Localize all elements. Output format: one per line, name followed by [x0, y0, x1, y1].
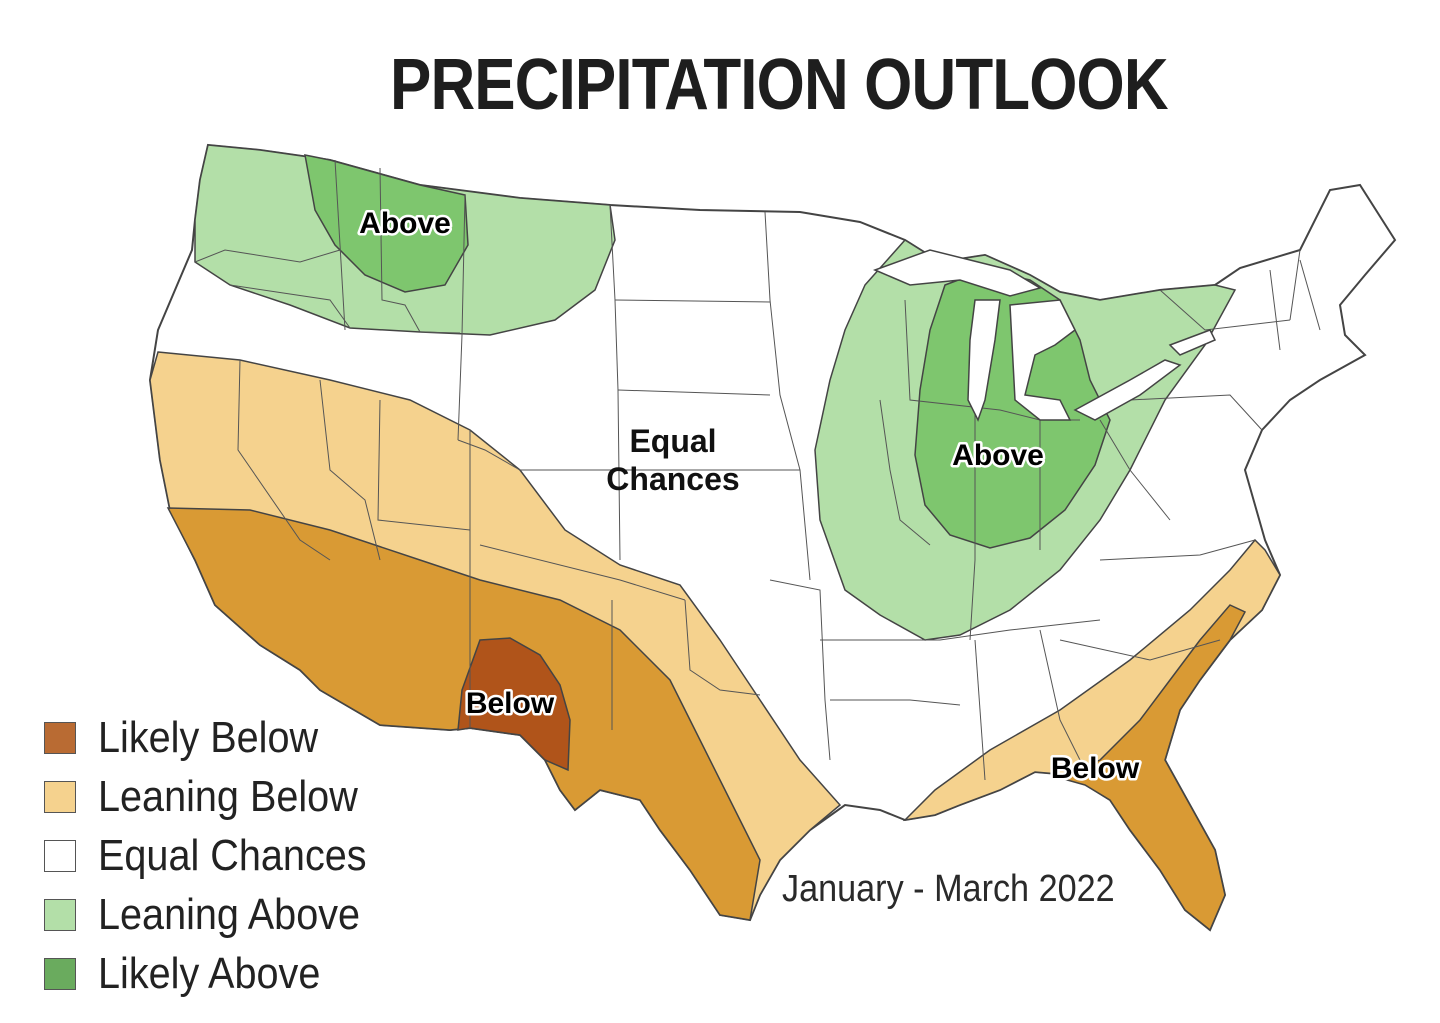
legend-swatch [44, 957, 76, 990]
se-leaning-below [902, 538, 1281, 822]
central-region-label-line2: Chances [606, 461, 739, 497]
legend-label: Equal Chances [98, 830, 367, 880]
legend-item-leaning-below: Leaning Below [44, 767, 424, 826]
legend-swatch [44, 898, 76, 931]
legend-item-likely-below: Likely Below [44, 708, 424, 767]
legend-item-equal-chances: Equal Chances [44, 826, 424, 885]
legend-item-likely-above: Likely Above [44, 944, 424, 1003]
legend-swatch [44, 839, 76, 872]
outlook-period: January - March 2022 [782, 868, 1115, 910]
great-lakes [872, 249, 1217, 422]
legend-item-leaning-above: Leaning Above [44, 885, 424, 944]
map-title: PRECIPITATION OUTLOOK [390, 45, 1169, 125]
nw-region-label: Above [359, 207, 451, 240]
legend-swatch [44, 780, 76, 813]
legend-label: Leaning Below [98, 771, 358, 821]
southwest-region-label: Below [466, 687, 555, 720]
great-lakes-region-label: Above [952, 439, 1044, 472]
se-below-dark [1057, 604, 1247, 932]
legend-label: Likely Above [98, 948, 321, 998]
sw-likely-below [457, 637, 571, 772]
legend-label: Likely Below [98, 712, 319, 762]
legend-label: Leaning Above [98, 889, 361, 939]
central-region-label-line1: Equal [629, 423, 716, 459]
nw-likely-above [304, 154, 469, 293]
southeast-region-label: Below [1051, 752, 1140, 785]
legend-swatch [44, 721, 76, 754]
legend: Likely Below Leaning Below Equal Chances… [44, 708, 424, 1003]
